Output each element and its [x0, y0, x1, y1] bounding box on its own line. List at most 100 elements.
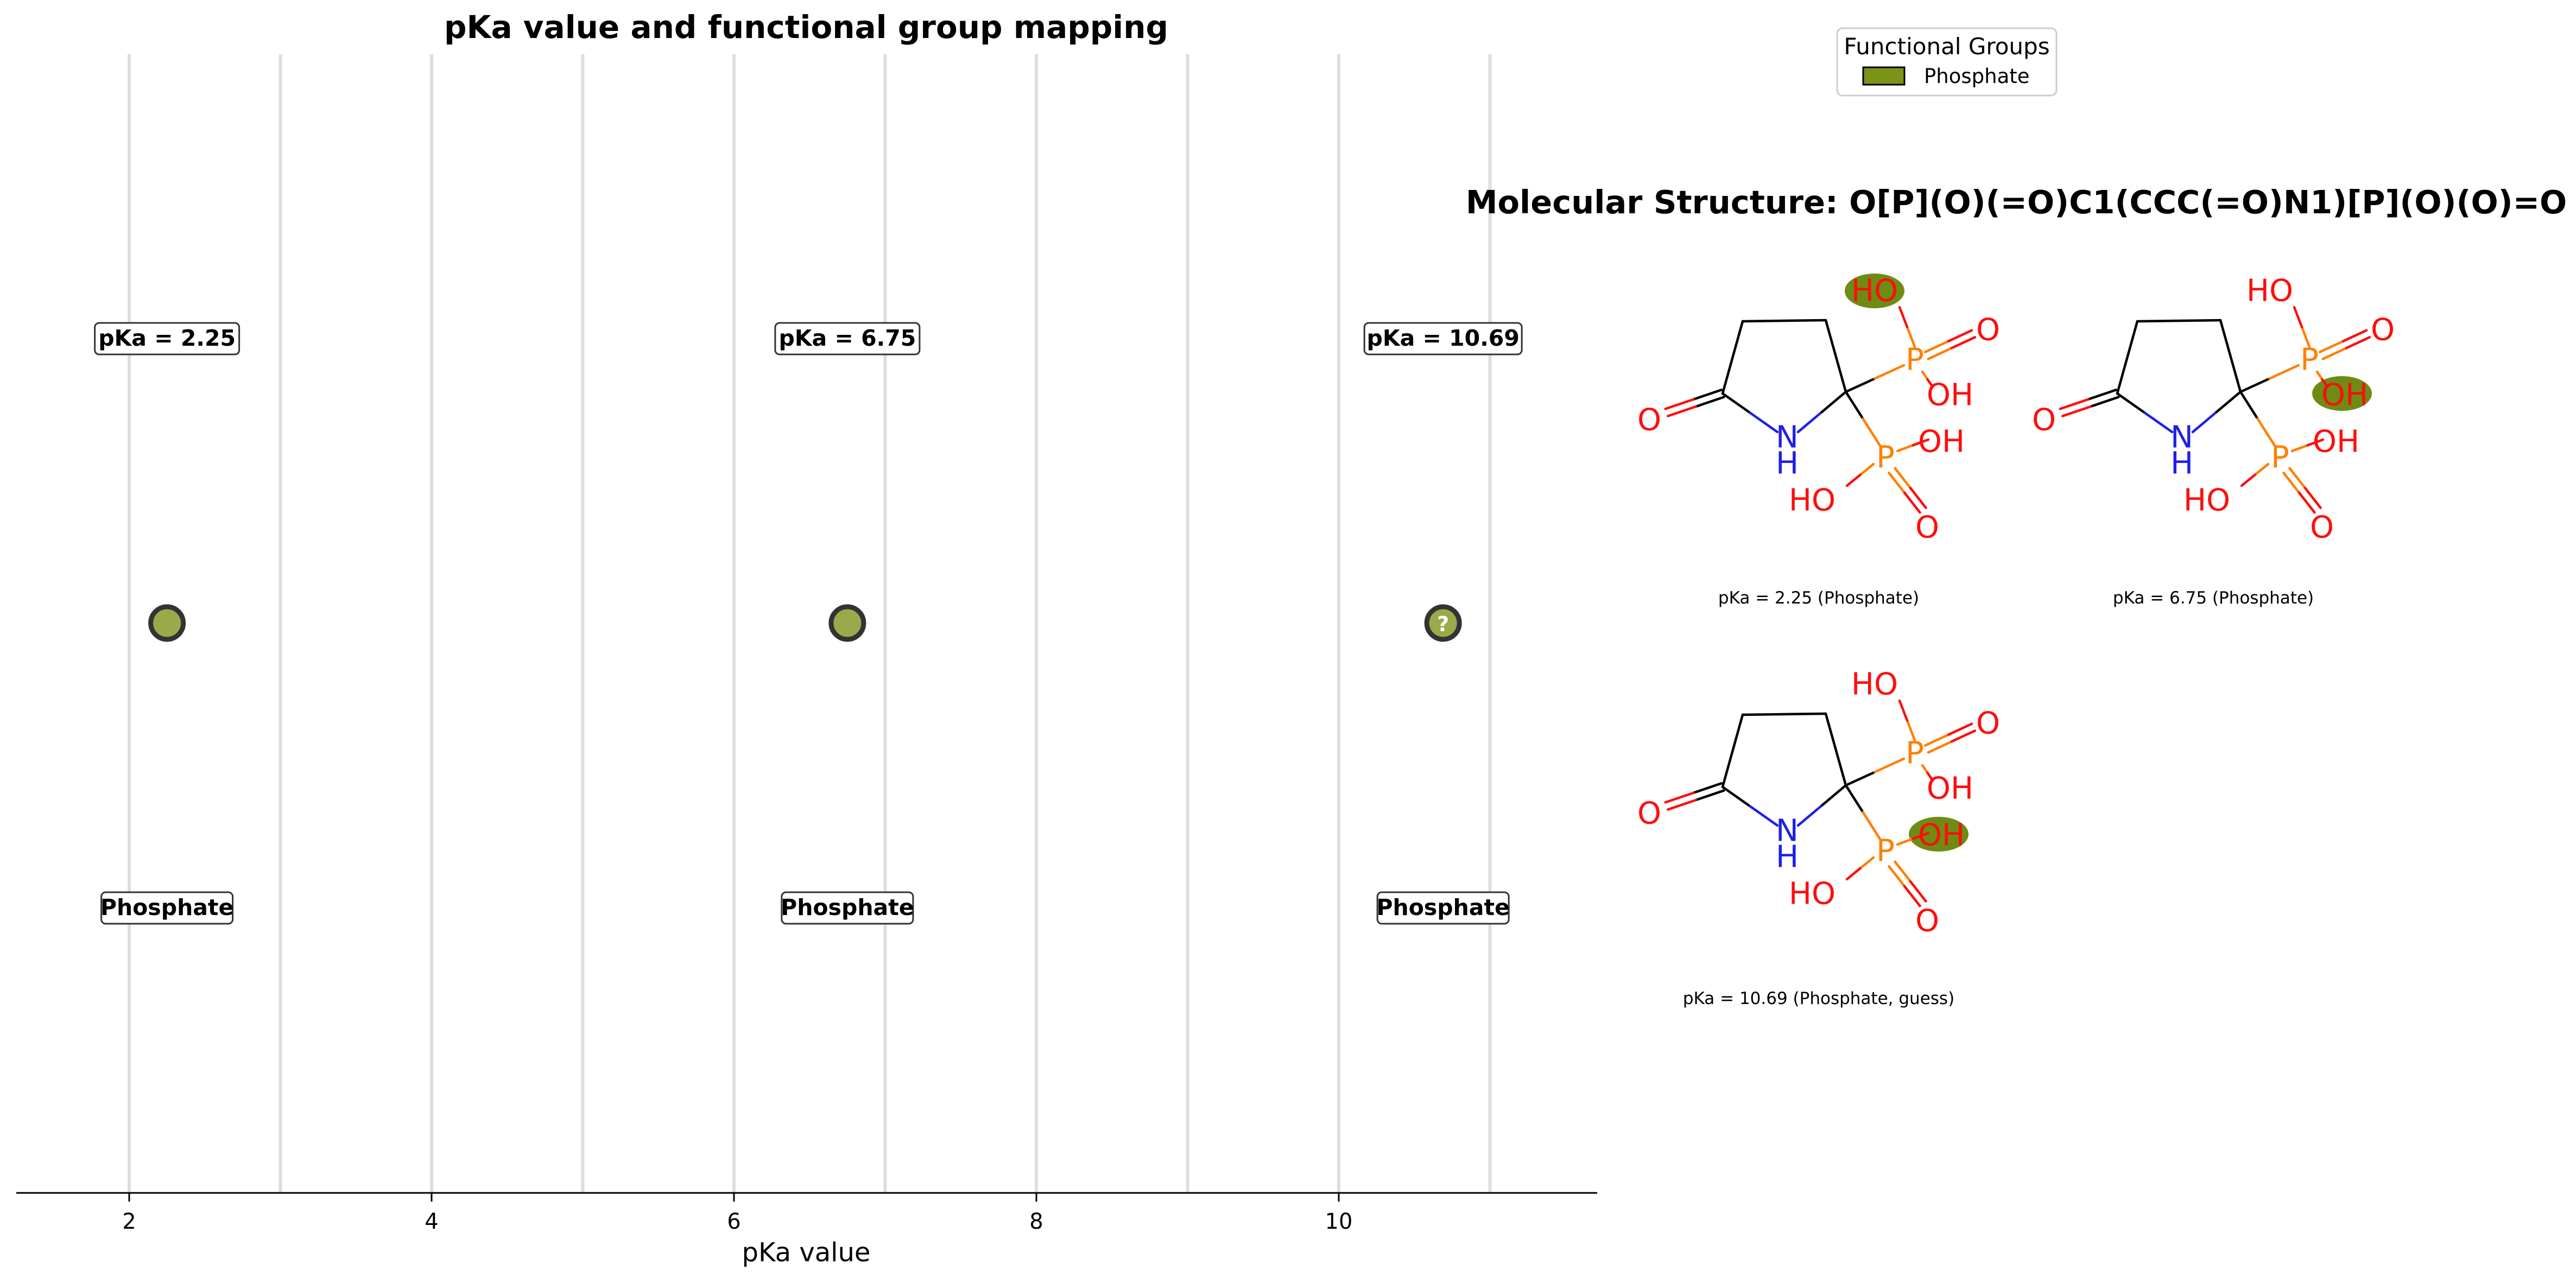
- bond: [2321, 378, 2329, 389]
- bond: [1874, 757, 1906, 773]
- bond: [1844, 377, 1876, 393]
- bond: [1862, 417, 1882, 447]
- atom-o: O: [1976, 313, 2000, 348]
- bond: [2306, 438, 2325, 447]
- bond: [2239, 390, 2259, 420]
- atom-p: P: [1906, 736, 1924, 771]
- data-point-group: pKa = 10.69? Phosphate: [1363, 322, 1523, 925]
- bond: [1845, 473, 1862, 487]
- bond: [1896, 837, 1914, 846]
- bond: [1749, 805, 1779, 827]
- atom-n: N: [2170, 420, 2193, 455]
- atom-ho: HO: [1851, 274, 1898, 309]
- bond: [2282, 472, 2301, 494]
- atom-ho: HO: [2183, 483, 2230, 518]
- x-tick-label: 4: [425, 1209, 438, 1234]
- bond: [2293, 306, 2303, 328]
- bond: [2116, 320, 2139, 395]
- bond: [1921, 370, 1929, 381]
- pka-label: pKa = 10.69: [1366, 325, 1519, 351]
- structure-title: Molecular Structure: O[P](O)(=O)C1(CCC(=…: [1466, 183, 2567, 221]
- atom-h: H: [2170, 446, 2193, 481]
- bond: [1903, 885, 1921, 907]
- group-label: Phosphate: [100, 894, 233, 920]
- bond: [1912, 831, 1930, 840]
- pka-label: pKa = 6.75: [779, 325, 916, 351]
- atom-ho: HO: [2246, 274, 2293, 309]
- bond: [1923, 340, 1950, 353]
- bond: [1926, 771, 1934, 782]
- bond: [1845, 867, 1862, 881]
- bond: [1950, 336, 1977, 350]
- molecule-caption: pKa = 2.25 (Phosphate): [1718, 588, 1919, 608]
- bond: [1927, 347, 1953, 360]
- legend-entry-phosphate: Phosphate: [1924, 65, 2030, 88]
- guess-marker: ?: [1437, 612, 1449, 636]
- bond: [1859, 462, 1875, 477]
- atom-o: O: [1915, 904, 1939, 939]
- atom-o: O: [1637, 796, 1661, 831]
- bond: [2256, 417, 2276, 447]
- bond: [2059, 398, 2090, 410]
- bond: [1862, 811, 1882, 841]
- bond: [2089, 396, 2120, 408]
- bond: [1888, 472, 1906, 494]
- bond: [1796, 804, 1824, 827]
- atom-p: P: [1876, 440, 1895, 475]
- bond: [1667, 405, 1698, 417]
- bond: [2143, 411, 2174, 434]
- atom-oh: OH: [1918, 424, 1965, 460]
- atom-o: O: [2371, 313, 2395, 348]
- bond: [2300, 326, 2311, 348]
- x-axis-label: pKa value: [742, 1237, 871, 1268]
- bond: [1909, 880, 1927, 903]
- bond: [1721, 785, 1751, 808]
- bond: [1692, 389, 1723, 401]
- group-label-box: [100, 891, 234, 925]
- molecule-caption: pKa = 6.75 (Phosphate): [2113, 588, 2314, 608]
- bond: [2191, 410, 2218, 434]
- group-label: Phosphate: [781, 894, 914, 920]
- atom-p: P: [2300, 342, 2319, 378]
- atom-oh: OH: [1927, 771, 1973, 806]
- atom-p: P: [1906, 342, 1924, 378]
- bond: [1749, 411, 1779, 434]
- bond: [1741, 319, 1827, 323]
- grid-lines: [128, 54, 1492, 1193]
- pka-scatter-chart: pKa value and functional group mapping 2…: [16, 9, 1597, 1268]
- atom-o: O: [1976, 706, 2000, 741]
- data-point-group: pKa = 2.25 Phosphate: [94, 322, 240, 925]
- bond: [2240, 473, 2256, 487]
- bond: [1667, 798, 1698, 811]
- chart-title: pKa value and functional group mapping: [444, 9, 1168, 46]
- atom-n: N: [1776, 814, 1799, 849]
- bond: [1926, 378, 1934, 389]
- legend: Functional Groups Phosphate: [1836, 27, 2058, 97]
- atom-h: H: [1776, 446, 1799, 481]
- bond: [1923, 733, 1950, 747]
- bond: [2315, 370, 2324, 381]
- bond: [1947, 329, 1973, 342]
- legend-swatch-phosphate: [1862, 66, 1906, 86]
- bond: [1921, 764, 1929, 774]
- bond: [1898, 699, 1909, 722]
- bond: [2254, 462, 2270, 477]
- bond: [1694, 789, 1725, 802]
- bond: [1859, 856, 1875, 870]
- atom-p: P: [2271, 440, 2289, 475]
- atom-ho: HO: [1851, 667, 1898, 702]
- bond: [1888, 865, 1906, 888]
- molecule-caption: pKa = 10.69 (Phosphate, guess): [1683, 989, 1954, 1008]
- data-point: [1424, 604, 1462, 642]
- atom-ho: HO: [1789, 876, 1836, 912]
- bond: [1927, 740, 1953, 754]
- bond: [1721, 713, 1744, 789]
- bond: [2239, 377, 2271, 393]
- bond: [1894, 467, 1912, 490]
- data-point-group: pKa = 6.75 Phosphate: [774, 322, 921, 925]
